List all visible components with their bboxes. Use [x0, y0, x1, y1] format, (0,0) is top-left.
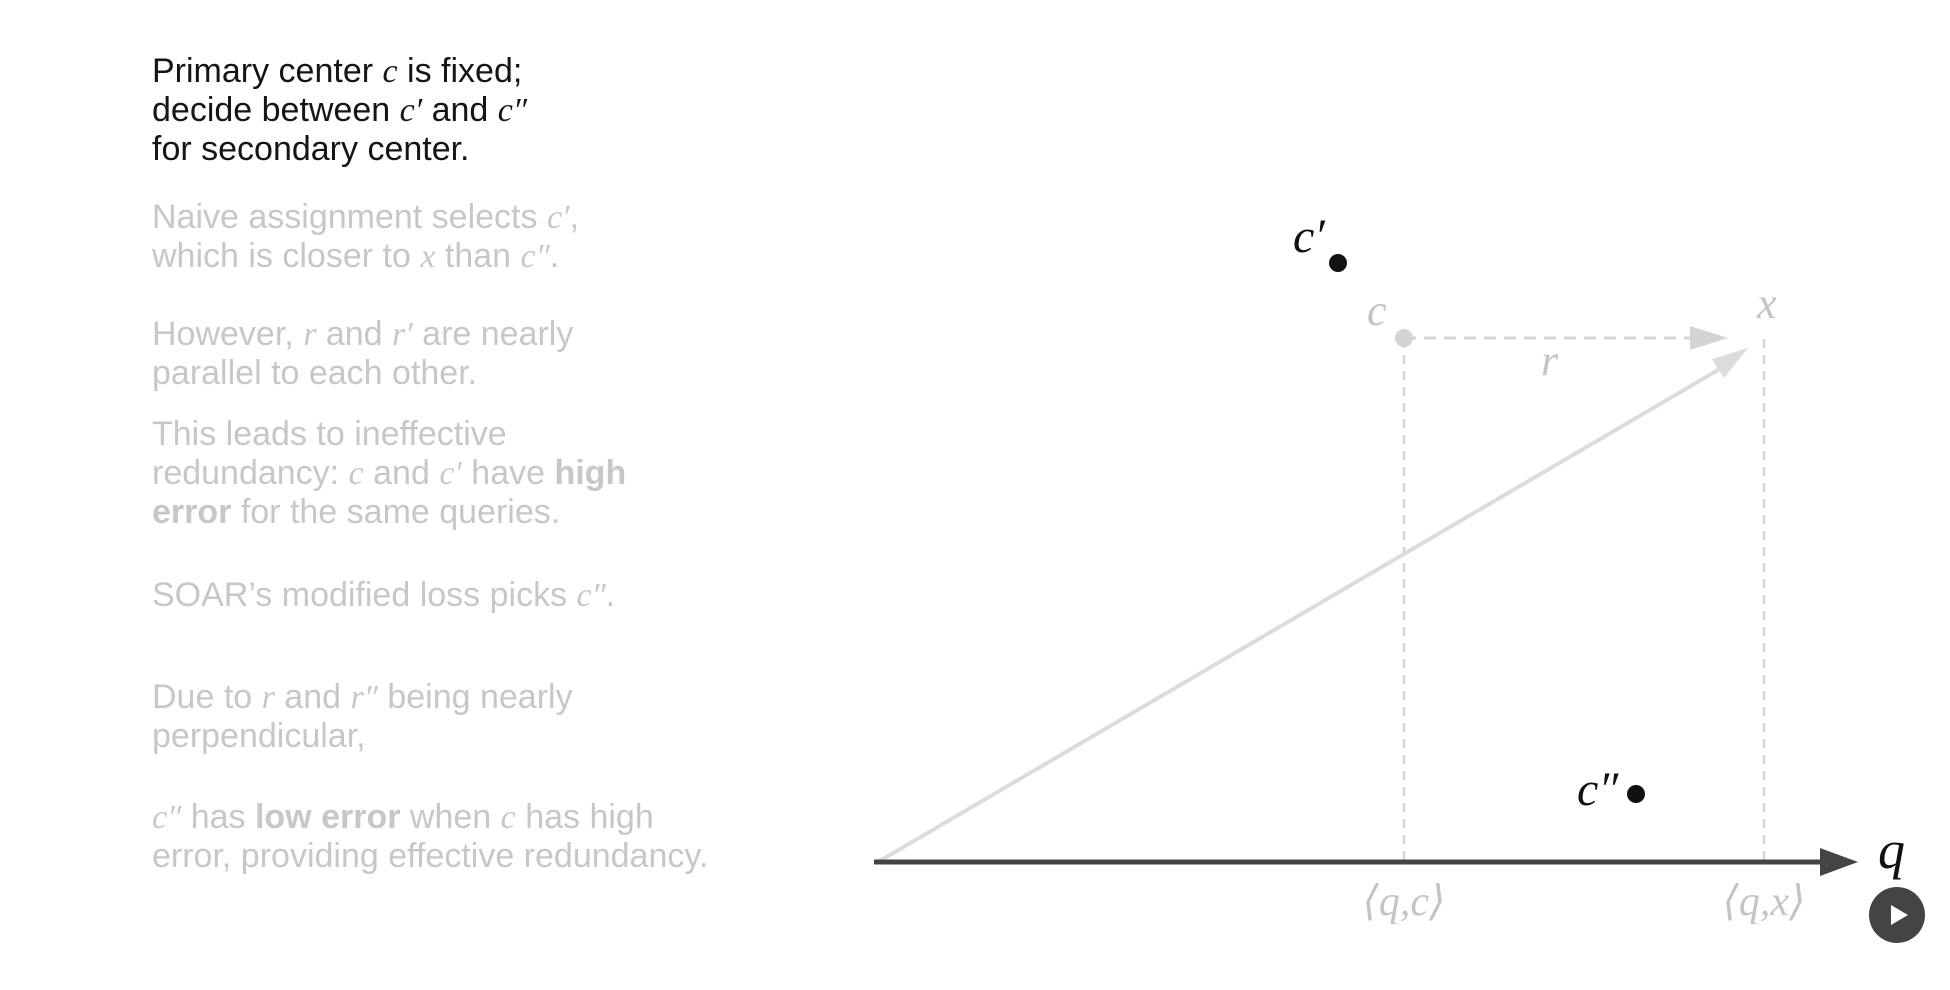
paragraph-line: error, providing effective redundancy.	[152, 837, 792, 876]
text-run: error, providing effective redundancy.	[152, 837, 709, 875]
q-axis-arrowhead	[1820, 848, 1858, 876]
effective-redundancy-paragraph: c″ has low error when c has high error, p…	[152, 798, 792, 876]
text-run: for the same queries.	[231, 493, 561, 531]
text-run: Due to	[152, 678, 262, 716]
text-run: .	[605, 576, 616, 614]
x-label: x	[1756, 279, 1777, 328]
text-run: Naive assignment selects	[152, 198, 547, 236]
paragraph-line: which is closer to x than c″.	[152, 237, 792, 276]
paragraph-line: redundancy: c and c′ have high	[152, 454, 792, 493]
r-label: r	[1541, 336, 1559, 385]
soar-picks-paragraph: SOAR’s modified loss picks c″.	[152, 576, 792, 615]
residual-r-arrowhead	[1690, 326, 1728, 350]
text-run: and	[363, 454, 440, 492]
text-run: This leads to ineffective	[152, 415, 507, 453]
c-double-prime-label: c″	[1577, 763, 1619, 816]
naive-assignment-paragraph: Naive assignment selects c′, which is clo…	[152, 198, 792, 276]
intro-paragraph: Primary center c is fixed; decide between…	[152, 52, 792, 169]
paragraph-line: However, r and r′ are nearly	[152, 315, 792, 354]
text-run: is fixed;	[397, 52, 523, 90]
parallel-paragraph: However, r and r′ are nearly parallel to …	[152, 315, 792, 393]
math-symbol: r″	[350, 679, 378, 716]
text-run: and	[422, 91, 498, 129]
paragraph-line: Primary center c is fixed;	[152, 52, 792, 91]
c-label: c	[1367, 286, 1387, 335]
text-run: being nearly	[377, 678, 573, 716]
bold-text: high	[554, 454, 627, 492]
math-symbol: x	[420, 238, 436, 275]
math-symbol: c′	[399, 92, 423, 129]
math-symbol: c	[500, 799, 516, 836]
bold-text: error	[152, 493, 232, 531]
text-run: However,	[152, 315, 304, 353]
play-icon	[1891, 905, 1908, 925]
text-run: are nearly	[412, 315, 574, 353]
text-run: SOAR’s modified loss picks	[152, 576, 577, 614]
math-symbol: c″	[576, 577, 606, 614]
play-button[interactable]	[1869, 887, 1925, 943]
x-vector-arrow	[876, 361, 1732, 864]
text-run: which is closer to	[152, 237, 421, 275]
math-symbol: c′	[546, 199, 570, 236]
c-prime-label: c′	[1293, 210, 1326, 263]
paragraph-line: c″ has low error when c has high	[152, 798, 792, 837]
math-symbol: r	[303, 316, 317, 353]
paragraph-line: This leads to ineffective	[152, 415, 792, 454]
text-run: have	[461, 454, 555, 492]
text-run: when	[400, 798, 501, 836]
text-run: Primary center	[152, 52, 383, 90]
text-run: than	[435, 237, 521, 275]
text-run: .	[549, 237, 560, 275]
math-symbol: c″	[520, 238, 550, 275]
text-run: and	[316, 315, 393, 353]
math-symbol: r	[261, 679, 275, 716]
proj-x-label: ⟨q,x⟩	[1723, 879, 1806, 925]
q-label: q	[1878, 820, 1905, 880]
x-vector-arrowhead	[1712, 348, 1748, 378]
c-prime-point	[1329, 254, 1347, 272]
c-double-prime-point	[1627, 785, 1645, 803]
paragraph-line: Naive assignment selects c′,	[152, 198, 792, 237]
math-symbol: c	[382, 53, 398, 90]
math-symbol: c′	[439, 455, 462, 492]
text-run: and	[274, 678, 351, 716]
paragraph-line: error for the same queries.	[152, 493, 792, 532]
text-run: perpendicular,	[152, 717, 366, 755]
text-run: parallel to each other.	[152, 354, 478, 392]
paragraph-line: SOAR’s modified loss picks c″.	[152, 576, 792, 615]
math-symbol: c″	[497, 92, 528, 129]
text-run: decide between	[152, 91, 400, 129]
bold-text: low error	[254, 798, 401, 836]
text-run: for secondary center.	[152, 130, 470, 168]
math-symbol: c″	[152, 799, 182, 836]
text-run: has	[181, 798, 255, 836]
math-symbol: c	[348, 455, 364, 492]
paragraph-line: perpendicular,	[152, 717, 792, 756]
paragraph-line: parallel to each other.	[152, 354, 792, 393]
ineffective-redundancy-paragraph: This leads to ineffective redundancy: c a…	[152, 415, 792, 532]
text-run: ,	[569, 198, 579, 236]
math-symbol: r′	[392, 316, 413, 353]
text-run: has high	[515, 798, 654, 836]
proj-c-label: ⟨q,c⟩	[1363, 879, 1446, 925]
text-run: redundancy:	[152, 454, 349, 492]
c-point	[1395, 329, 1413, 347]
paragraph-line: for secondary center.	[152, 130, 792, 169]
paragraph-line: Due to r and r″ being nearly	[152, 678, 792, 717]
paragraph-line: decide between c′ and c″	[152, 91, 792, 130]
perpendicular-paragraph: Due to r and r″ being nearly perpendicula…	[152, 678, 792, 756]
